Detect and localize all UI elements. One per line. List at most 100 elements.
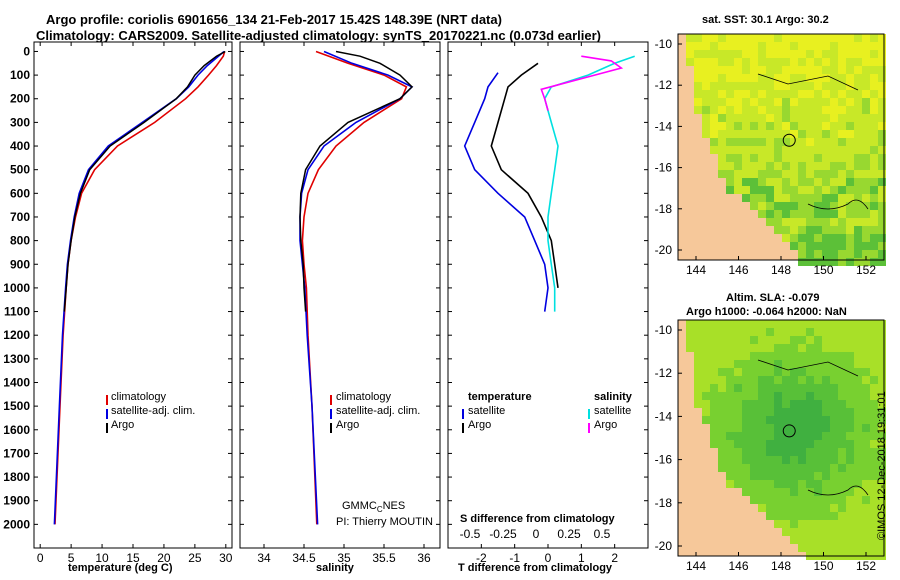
map-reef2-3	[807, 199, 869, 210]
map-ytick-4-0: -10	[655, 323, 673, 337]
temp-xtick-label-2: 10	[95, 551, 109, 565]
diff-xlabel2: S difference from climatology	[460, 513, 615, 525]
sal-legend-3: Argo	[336, 419, 360, 431]
map-reef-4	[757, 359, 859, 377]
map-sst-title: sat. SST: 30.1 Argo: 30.2	[702, 14, 829, 26]
map-sla-subtitle: Argo h1000: -0.064 h2000: NaN	[686, 306, 847, 318]
map-ytick-4-4: -18	[655, 496, 673, 510]
depth-label-11: 1100	[4, 305, 30, 319]
depth-label-12: 1200	[3, 328, 30, 342]
map-ytick-3-3: -16	[655, 161, 673, 175]
temp-legend-1: climatology	[111, 391, 167, 403]
diff-xtick2-label-0: -0.5	[460, 527, 481, 541]
map-xtick-4-3: 150	[813, 559, 833, 573]
temp-xtick-label-4: 20	[157, 551, 171, 565]
map-xtick-3-0: 144	[686, 263, 706, 277]
map-sla-title: Altim. SLA: -0.079	[726, 292, 820, 304]
map-xtick-4-4: 152	[856, 559, 876, 573]
diff-series-0	[463, 72, 549, 312]
diff-legend-2: Argo	[468, 419, 492, 431]
map-ytick-3-5: -20	[655, 243, 673, 257]
depth-label-17: 1700	[3, 446, 30, 460]
temp-series-0	[54, 51, 226, 525]
depth-label-9: 900	[10, 257, 30, 271]
map-ytick-4-5: -20	[655, 539, 673, 553]
map-xtick-3-1: 146	[728, 263, 748, 277]
diff-xtick-label-4: 2	[611, 551, 618, 565]
sal-xtick-label-0: 34	[257, 551, 271, 565]
map-xtick-4-0: 144	[686, 559, 706, 573]
temp-series-2	[63, 50, 226, 312]
diff-legend-1: satellite	[468, 405, 506, 417]
depth-label-3: 300	[10, 115, 30, 129]
depth-label-14: 1400	[3, 375, 30, 389]
depth-label-5: 500	[10, 163, 30, 177]
map-xtick-3-3: 150	[813, 263, 833, 277]
map-ytick-3-4: -18	[655, 202, 673, 216]
map-ytick-3-2: -14	[655, 119, 673, 133]
temp-xlabel: temperature (deg C)	[68, 562, 173, 574]
map-ytick-3-1: -12	[655, 78, 673, 92]
depth-label-1: 100	[10, 68, 30, 82]
sal-series-1	[299, 50, 414, 525]
temp-legend-3: Argo	[111, 419, 135, 431]
depth-label-19: 1900	[3, 494, 30, 508]
pi-label: PI: Thierry MOUTIN	[336, 516, 433, 528]
diff-legend-right-title: salinity	[594, 391, 632, 403]
map-ytick-4-2: -14	[655, 409, 673, 423]
map-argo-marker-4	[782, 424, 796, 438]
sal-series-2	[299, 50, 414, 312]
map-xtick-3-2: 148	[771, 263, 791, 277]
sal-xtick-label-3: 35.5	[372, 551, 396, 565]
diff-xtick2-label-4: 0.5	[594, 527, 611, 541]
diff-xtick-label-0: -2	[476, 551, 487, 565]
diff-series-1	[490, 62, 559, 289]
diff-xtick-label-2: 0	[545, 551, 552, 565]
sal-legend-2: satellite-adj. clim.	[336, 405, 421, 417]
panel-frame-0	[33, 41, 233, 549]
temp-legend-2: satellite-adj. clim.	[111, 405, 196, 417]
depth-label-13: 1300	[3, 352, 30, 366]
diff-legend-4: Argo	[594, 419, 618, 431]
diff-xtick-label-3: 1	[578, 551, 585, 565]
temp-xtick-label-3: 15	[126, 551, 140, 565]
title-line-2: Climatology: CARS2009. Satellite-adjuste…	[36, 28, 601, 43]
depth-label-10: 1000	[3, 281, 30, 295]
gmmc-text-2: C	[376, 505, 383, 515]
map-reef-3	[757, 73, 859, 91]
temp-xtick-label-1: 5	[68, 551, 75, 565]
diff-legend-left-title: temperature	[468, 391, 532, 403]
diff-series-2	[543, 55, 635, 312]
sal-legend-1: climatology	[336, 391, 392, 403]
depth-label-18: 1800	[3, 470, 30, 484]
gmmc-text-3: NES	[382, 500, 406, 512]
depth-label-2: 200	[10, 92, 30, 106]
depth-label-16: 1600	[3, 423, 30, 437]
temp-xtick-label-6: 30	[219, 551, 233, 565]
panel-frame-1	[239, 41, 441, 549]
title-line-1: Argo profile: coriolis 6901656_134 21-Fe…	[46, 12, 502, 27]
sal-series-0	[301, 50, 408, 525]
temp-xtick-label-0: 0	[37, 551, 44, 565]
depth-label-0: 0	[23, 44, 30, 58]
diff-xtick2-label-1: -0.25	[489, 527, 517, 541]
map-ytick-4-3: -16	[655, 453, 673, 467]
map-xtick-3-4: 152	[856, 263, 876, 277]
credit: ©IMOS 12-Dec-2018 19:31:01	[876, 391, 888, 540]
gmmc-text-1: GMMC	[342, 500, 377, 512]
sal-xtick-label-4: 36	[417, 551, 431, 565]
map-ytick-4-1: -12	[655, 366, 673, 380]
depth-label-6: 600	[10, 186, 30, 200]
depth-label-4: 400	[10, 139, 30, 153]
diff-series-3	[540, 55, 624, 111]
gmmc-label: GMMCCNES	[342, 500, 405, 514]
depth-label-8: 800	[10, 234, 30, 248]
diff-xtick-label-1: -1	[509, 551, 520, 565]
sal-xtick-label-1: 34.5	[292, 551, 316, 565]
diff-xlabel: T difference from climatology	[458, 562, 613, 574]
map-xtick-4-2: 148	[771, 559, 791, 573]
diff-legend-3: satellite	[594, 405, 632, 417]
map-reef2-4	[807, 485, 869, 496]
depth-label-15: 1500	[3, 399, 30, 413]
